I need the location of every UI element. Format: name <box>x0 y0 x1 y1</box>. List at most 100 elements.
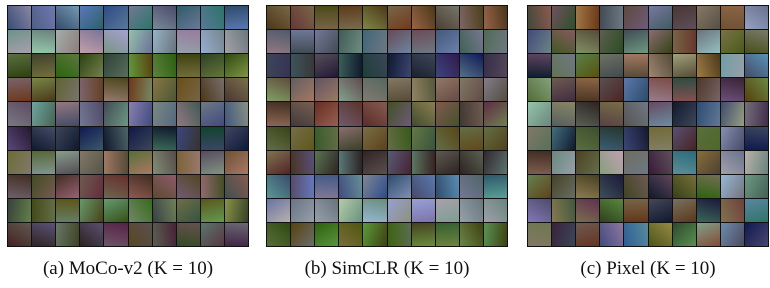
thumbnail <box>315 175 338 198</box>
thumbnail <box>315 102 338 125</box>
thumbnail <box>600 151 623 174</box>
thumbnail <box>339 30 362 53</box>
thumbnail <box>697 6 720 29</box>
thumbnail <box>600 175 623 198</box>
thumbnail <box>721 54 744 77</box>
thumbnail <box>484 199 507 222</box>
thumbnail <box>745 175 768 198</box>
thumbnail <box>8 199 31 222</box>
thumbnail <box>201 199 224 222</box>
thumbnail <box>576 127 599 150</box>
thumbnail <box>363 127 386 150</box>
thumbnail <box>177 78 200 101</box>
thumbnail <box>104 30 127 53</box>
thumbnail <box>649 6 672 29</box>
thumbnail <box>721 175 744 198</box>
thumbnail <box>104 223 127 246</box>
thumbnail <box>153 6 176 29</box>
thumbnail <box>484 151 507 174</box>
thumbnail <box>412 199 435 222</box>
thumbnail <box>129 54 152 77</box>
thumbnail <box>56 30 79 53</box>
thumbnail <box>460 54 483 77</box>
thumbnail <box>576 199 599 222</box>
thumbnail <box>673 127 696 150</box>
thumbnail <box>576 6 599 29</box>
thumbnail <box>436 151 459 174</box>
thumbnail <box>388 30 411 53</box>
thumbnail <box>649 102 672 125</box>
thumbnail <box>600 6 623 29</box>
thumbnail <box>388 78 411 101</box>
thumbnail <box>225 6 248 29</box>
thumbnail <box>8 151 31 174</box>
thumbnail <box>267 151 290 174</box>
thumbnail <box>552 30 575 53</box>
thumbnail <box>267 175 290 198</box>
thumbnail <box>267 199 290 222</box>
thumbnail <box>225 199 248 222</box>
thumbnail <box>528 151 551 174</box>
thumbnail <box>649 151 672 174</box>
thumbnail <box>412 223 435 246</box>
thumbnail <box>201 151 224 174</box>
thumbnail <box>177 175 200 198</box>
thumbnail <box>153 54 176 77</box>
thumbnail <box>484 223 507 246</box>
thumbnail <box>600 223 623 246</box>
thumbnail <box>80 54 103 77</box>
thumbnail <box>388 54 411 77</box>
thumbnail <box>484 30 507 53</box>
thumbnail <box>484 102 507 125</box>
thumbnail <box>363 78 386 101</box>
thumbnail <box>225 127 248 150</box>
thumbnail <box>673 30 696 53</box>
thumbnail <box>721 223 744 246</box>
thumbnail <box>80 199 103 222</box>
thumbnail <box>528 175 551 198</box>
thumbnail <box>339 223 362 246</box>
thumbnail <box>576 30 599 53</box>
thumbnail <box>552 54 575 77</box>
thumbnail <box>225 223 248 246</box>
thumbnail <box>56 127 79 150</box>
thumbnail <box>600 30 623 53</box>
thumbnail <box>363 151 386 174</box>
thumbnail <box>129 102 152 125</box>
thumbnail <box>388 127 411 150</box>
thumbnail <box>315 6 338 29</box>
thumbnail <box>315 199 338 222</box>
thumbnail <box>528 199 551 222</box>
thumbnail <box>460 199 483 222</box>
thumbnail <box>528 54 551 77</box>
thumbnail <box>552 175 575 198</box>
thumbnail <box>576 78 599 101</box>
image-grid <box>7 5 249 247</box>
thumbnail <box>315 54 338 77</box>
thumbnail <box>201 30 224 53</box>
thumbnail <box>339 54 362 77</box>
thumbnail <box>129 127 152 150</box>
thumbnail <box>412 54 435 77</box>
thumbnail <box>576 175 599 198</box>
thumbnail <box>32 54 55 77</box>
thumbnail <box>697 102 720 125</box>
thumbnail <box>104 54 127 77</box>
thumbnail <box>32 127 55 150</box>
thumbnail <box>315 78 338 101</box>
thumbnail <box>552 151 575 174</box>
thumbnail <box>201 54 224 77</box>
thumbnail <box>104 127 127 150</box>
thumbnail <box>56 199 79 222</box>
thumbnail <box>552 127 575 150</box>
thumbnail <box>80 102 103 125</box>
thumbnail <box>528 30 551 53</box>
thumbnail <box>339 6 362 29</box>
thumbnail <box>8 78 31 101</box>
thumbnail <box>624 6 647 29</box>
thumbnail <box>484 54 507 77</box>
thumbnail <box>721 127 744 150</box>
thumbnail <box>129 6 152 29</box>
thumbnail <box>528 223 551 246</box>
thumbnail <box>339 175 362 198</box>
